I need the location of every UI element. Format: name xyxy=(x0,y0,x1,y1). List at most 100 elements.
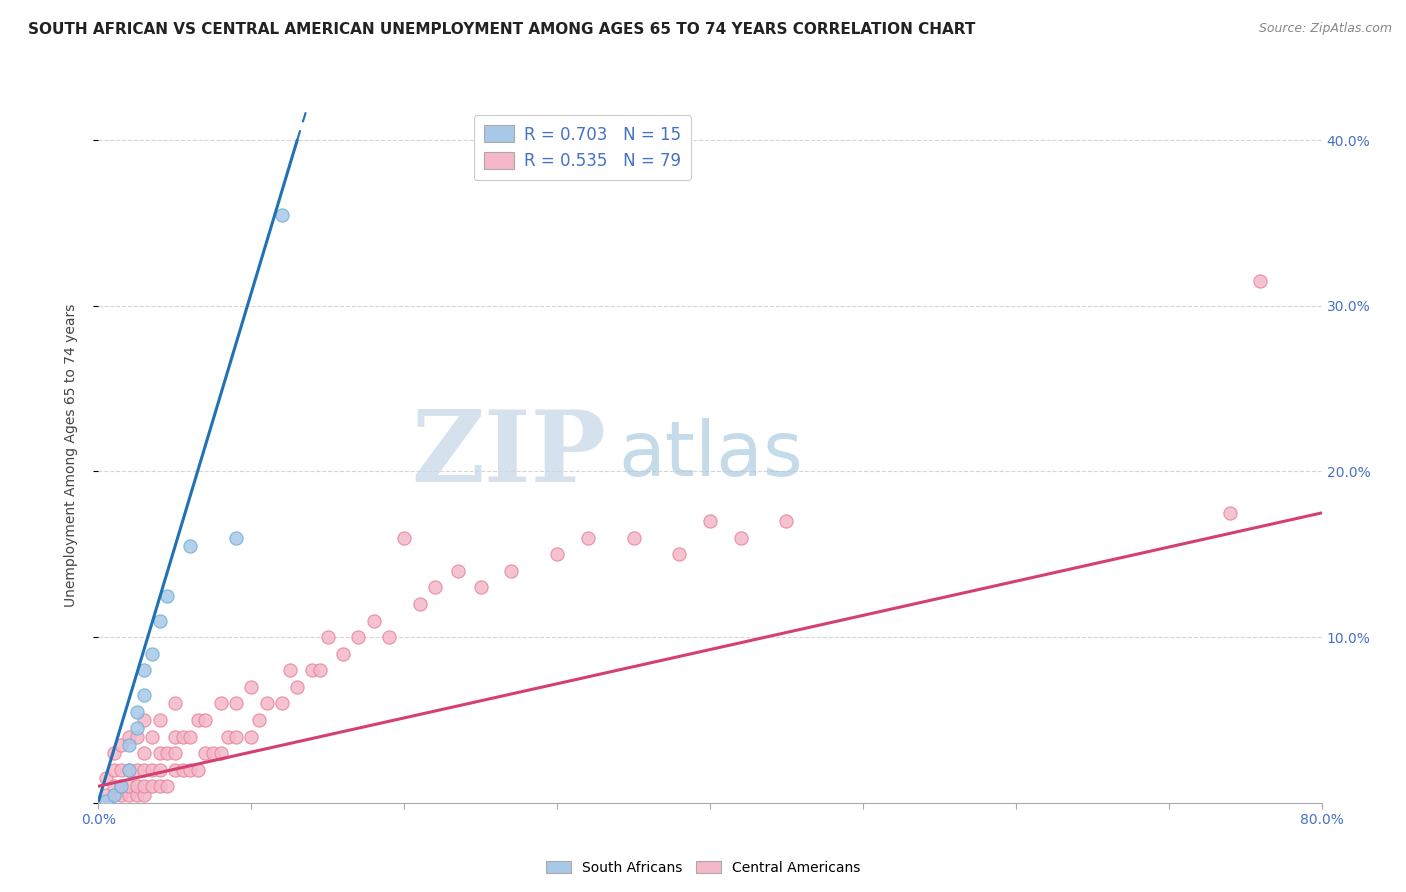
Point xyxy=(141,763,163,777)
Point xyxy=(110,779,132,793)
Point xyxy=(447,564,470,578)
Point xyxy=(103,746,125,760)
Point xyxy=(247,713,270,727)
Text: SOUTH AFRICAN VS CENTRAL AMERICAN UNEMPLOYMENT AMONG AGES 65 TO 74 YEARS CORRELA: SOUTH AFRICAN VS CENTRAL AMERICAN UNEMPL… xyxy=(28,22,976,37)
Point xyxy=(179,539,201,553)
Point xyxy=(134,663,156,677)
Point xyxy=(149,746,172,760)
Point xyxy=(134,763,156,777)
Point xyxy=(103,779,125,793)
Point xyxy=(332,647,354,661)
Point xyxy=(730,531,752,545)
Point xyxy=(209,746,232,760)
Point xyxy=(134,688,156,702)
Point xyxy=(149,763,172,777)
Point xyxy=(149,779,172,793)
Point xyxy=(94,771,117,785)
Point xyxy=(194,713,217,727)
Point xyxy=(270,208,292,222)
Point xyxy=(141,779,163,793)
Point xyxy=(118,788,141,802)
Point xyxy=(156,589,179,603)
Legend: South Africans, Central Americans: South Africans, Central Americans xyxy=(540,855,866,880)
Point xyxy=(125,788,148,802)
Point xyxy=(149,713,172,727)
Point xyxy=(103,788,125,802)
Point xyxy=(408,597,430,611)
Point xyxy=(209,697,232,711)
Point xyxy=(576,531,599,545)
Point xyxy=(423,581,446,595)
Point xyxy=(378,630,401,644)
Point xyxy=(125,730,148,744)
Point xyxy=(118,763,141,777)
Point xyxy=(470,581,492,595)
Point xyxy=(172,730,194,744)
Point xyxy=(156,746,179,760)
Point xyxy=(125,779,148,793)
Point xyxy=(194,746,217,760)
Point xyxy=(217,730,239,744)
Point xyxy=(141,730,163,744)
Text: atlas: atlas xyxy=(619,418,803,491)
Point xyxy=(179,730,201,744)
Point xyxy=(118,738,141,752)
Point xyxy=(94,794,117,808)
Point xyxy=(316,630,339,644)
Point xyxy=(501,564,523,578)
Point xyxy=(240,730,263,744)
Point xyxy=(1249,274,1271,288)
Point xyxy=(118,730,141,744)
Point xyxy=(1219,506,1241,520)
Legend: R = 0.703   N = 15, R = 0.535   N = 79: R = 0.703 N = 15, R = 0.535 N = 79 xyxy=(474,115,690,180)
Point xyxy=(202,746,225,760)
Point xyxy=(103,788,125,802)
Point xyxy=(240,680,263,694)
Point xyxy=(125,721,148,735)
Point xyxy=(546,547,568,561)
Y-axis label: Unemployment Among Ages 65 to 74 years: Unemployment Among Ages 65 to 74 years xyxy=(63,303,77,607)
Point xyxy=(179,763,201,777)
Point xyxy=(118,779,141,793)
Point xyxy=(163,697,186,711)
Point xyxy=(775,514,797,528)
Point xyxy=(134,788,156,802)
Point xyxy=(668,547,690,561)
Point xyxy=(285,680,308,694)
Point xyxy=(392,531,416,545)
Point xyxy=(141,647,163,661)
Point xyxy=(623,531,645,545)
Point xyxy=(187,763,209,777)
Point xyxy=(163,763,186,777)
Point xyxy=(301,663,323,677)
Point xyxy=(110,788,132,802)
Point xyxy=(187,713,209,727)
Point xyxy=(110,763,132,777)
Point xyxy=(134,746,156,760)
Point xyxy=(125,705,148,719)
Point xyxy=(118,763,141,777)
Point xyxy=(149,614,172,628)
Point xyxy=(156,779,179,793)
Point xyxy=(125,763,148,777)
Point xyxy=(347,630,370,644)
Text: Source: ZipAtlas.com: Source: ZipAtlas.com xyxy=(1258,22,1392,36)
Point xyxy=(270,697,292,711)
Point xyxy=(110,738,132,752)
Point xyxy=(309,663,332,677)
Point xyxy=(225,730,247,744)
Text: ZIP: ZIP xyxy=(411,407,606,503)
Point xyxy=(134,779,156,793)
Point xyxy=(163,746,186,760)
Point xyxy=(110,779,132,793)
Point xyxy=(278,663,301,677)
Point xyxy=(699,514,721,528)
Point xyxy=(163,730,186,744)
Point xyxy=(225,697,247,711)
Point xyxy=(363,614,385,628)
Point xyxy=(134,713,156,727)
Point xyxy=(256,697,278,711)
Point xyxy=(172,763,194,777)
Point xyxy=(103,763,125,777)
Point xyxy=(225,531,247,545)
